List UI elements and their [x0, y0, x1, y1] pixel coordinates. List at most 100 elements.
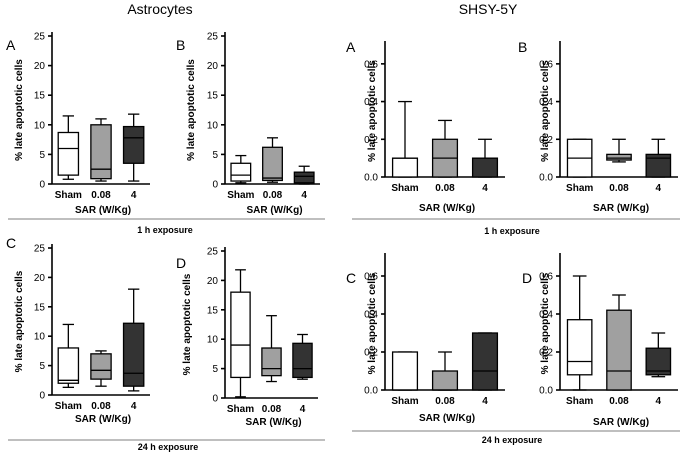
y-tick-label: 20 [207, 276, 219, 287]
x-category-label: 4 [656, 396, 662, 407]
box-iqr [57, 131, 80, 176]
box-iqr [431, 370, 459, 391]
y-tick-label: 15 [207, 305, 219, 316]
y-axis-label: % late apoptotic cells [182, 273, 193, 375]
y-tick-label: 15 [207, 91, 219, 102]
box-Sham [391, 351, 419, 391]
box-0.08 [606, 294, 632, 391]
y-axis-label: % late apoptotic cells [14, 59, 25, 161]
box-Sham [230, 269, 251, 398]
y-tick-label: 25 [207, 32, 219, 43]
x-category-label: Sham [391, 396, 418, 407]
y-tick-label: 0.6 [364, 272, 378, 283]
box-iqr [471, 332, 499, 391]
x-axis-label: SAR (W/Kg) [75, 414, 131, 425]
box-iqr [391, 351, 419, 391]
box-iqr [606, 309, 632, 391]
box-4 [471, 332, 499, 391]
y-axis-label: % late apoptotic cells [186, 59, 197, 161]
box-0.08 [90, 350, 112, 387]
box-0.08 [606, 138, 632, 163]
y-tick-label: 10 [34, 120, 46, 131]
y-tick-label: 10 [34, 332, 46, 343]
y-tick-label: 0.0 [364, 173, 378, 184]
y-tick-label: 5 [39, 150, 45, 161]
x-category-label: 0.08 [262, 404, 282, 415]
panel-letter: C [346, 270, 356, 286]
y-tick-label: 0.2 [364, 348, 378, 359]
chart-panel-shsy-24h-C: C 0.0 0.2 0.4 0.6 Sham 0.08 4 % late apoptotic c… [346, 253, 505, 424]
y-tick-label: 0.4 [539, 310, 553, 321]
chart-panel-astro-1h-B: B 0 5 10 15 20 25 Sham 0.08 4 % late apoptotic cel… [176, 32, 320, 216]
box-iqr [471, 157, 499, 178]
x-axis-label: SAR (W/Kg) [75, 205, 131, 216]
box-iqr [90, 353, 112, 380]
y-axis-label: % late apoptotic cells [367, 60, 378, 162]
chart-panel-shsy-24h-D: D 0.0 0.2 0.4 0.6 Sham 0.08 4 % late apoptotic c… [522, 253, 678, 428]
x-category-label: 4 [656, 183, 662, 194]
y-axis-label: % late apoptotic cells [14, 270, 25, 372]
x-axis-label: SAR (W/Kg) [593, 417, 649, 428]
x-category-label: 4 [301, 190, 307, 201]
x-axis-label: SAR (W/Kg) [245, 417, 301, 428]
box-Sham [57, 115, 80, 180]
x-category-label: 0.08 [435, 183, 455, 194]
chart-panels: A 0 5 10 15 20 25 Sham 0.08 4 % late apoptotic cel… [6, 32, 678, 428]
y-tick-label: 0 [39, 391, 45, 402]
x-category-label: Sham [566, 183, 593, 194]
y-tick-label: 0.0 [539, 173, 553, 184]
chart-panel-astro-24h-C: C 0 5 10 15 20 25 Sham 0.08 4 % late apoptotic cel… [6, 235, 150, 425]
box-iqr [391, 157, 419, 178]
box-4 [645, 138, 672, 178]
x-category-label: 4 [300, 404, 306, 415]
box-Sham [230, 154, 252, 184]
chart-panel-astro-1h-A: A 0 5 10 15 20 25 Sham 0.08 4 % late apoptotic cel… [6, 32, 150, 216]
y-tick-label: 25 [34, 244, 46, 255]
y-tick-label: 10 [207, 120, 219, 131]
box-Sham [57, 323, 80, 389]
y-tick-label: 20 [34, 61, 46, 72]
panel-letter: C [6, 235, 16, 251]
box-iqr [90, 124, 112, 180]
y-tick-label: 15 [34, 302, 46, 313]
y-tick-label: 5 [212, 364, 218, 375]
y-tick-label: 25 [34, 32, 46, 43]
caption-astro-24h: 24 h exposure [138, 442, 199, 452]
y-tick-label: 0.2 [539, 135, 553, 146]
x-category-label: 0.08 [91, 401, 111, 412]
x-category-label: 0.08 [609, 396, 629, 407]
box-iqr [645, 153, 672, 178]
y-tick-label: 0.0 [539, 386, 553, 397]
x-axis-label: SAR (W/Kg) [593, 203, 649, 214]
box-Sham [566, 275, 593, 391]
y-tick-label: 0.2 [539, 348, 553, 359]
y-tick-label: 0.6 [364, 59, 378, 70]
y-tick-label: 0.4 [539, 97, 553, 108]
x-category-label: 4 [131, 401, 137, 412]
x-axis-label: SAR (W/Kg) [246, 205, 302, 216]
y-tick-label: 5 [39, 361, 45, 372]
box-4 [292, 333, 313, 380]
box-iqr [293, 171, 315, 184]
y-tick-label: 15 [34, 91, 46, 102]
y-tick-label: 0.0 [364, 386, 378, 397]
panel-letter: D [522, 270, 532, 286]
caption-shsy-24h: 24 h exposure [482, 435, 543, 445]
x-axis-label: SAR (W/Kg) [419, 203, 475, 214]
box-iqr [57, 347, 80, 384]
caption-shsy-1h: 1 h exposure [484, 226, 540, 236]
x-category-label: Sham [55, 190, 82, 201]
y-tick-label: 0 [212, 394, 218, 405]
y-tick-label: 0.2 [364, 135, 378, 146]
y-tick-label: 0.6 [539, 59, 553, 70]
y-tick-label: 10 [207, 335, 219, 346]
title-astrocytes: Astrocytes [127, 1, 192, 17]
panel-letter: A [6, 37, 16, 53]
box-Sham [391, 100, 419, 178]
box-4 [471, 138, 499, 178]
box-4 [122, 288, 145, 392]
y-tick-label: 25 [207, 247, 219, 258]
box-iqr [292, 342, 313, 379]
x-category-label: 4 [482, 396, 488, 407]
